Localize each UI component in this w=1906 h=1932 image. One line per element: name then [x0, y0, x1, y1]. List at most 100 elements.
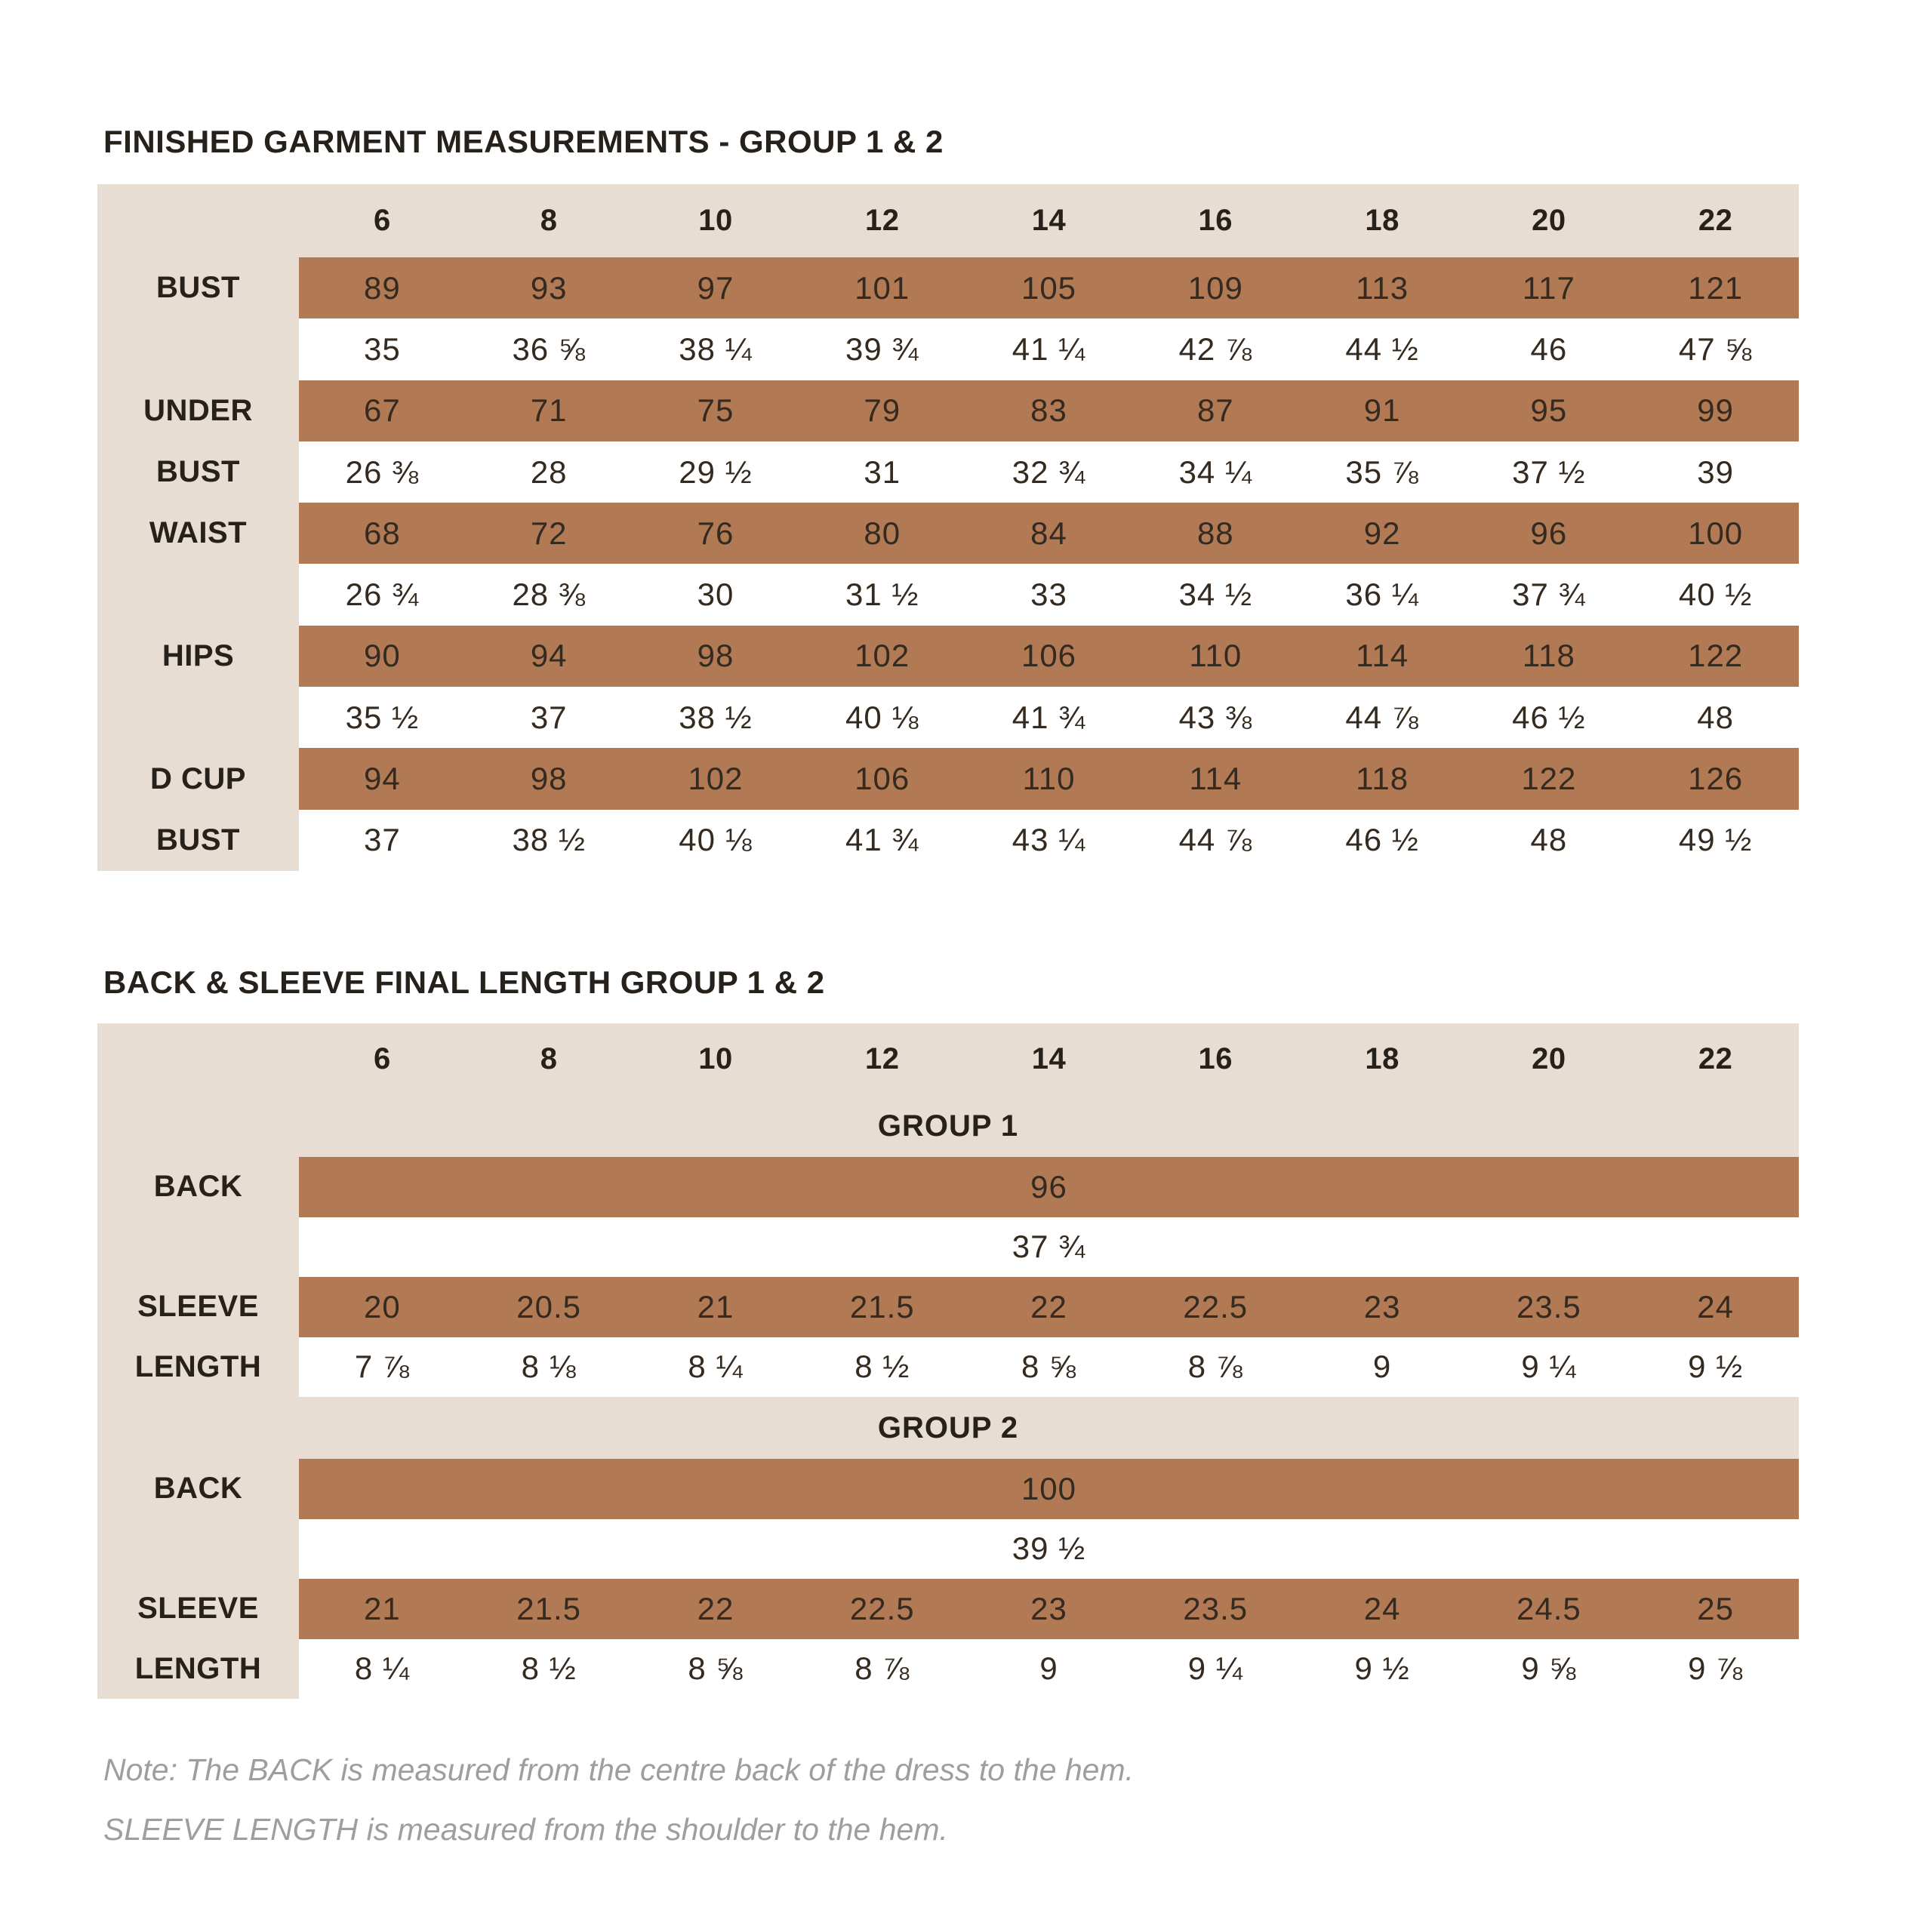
value-cell: 35 ½ — [299, 687, 466, 749]
measurement-row: BACK 100 — [97, 1459, 1799, 1519]
value-cell: 92 — [1298, 503, 1466, 565]
value-cell: 91 — [1298, 380, 1466, 441]
value-cell: 41 ¾ — [799, 809, 966, 871]
value-cell: 36 ⅝ — [465, 318, 633, 380]
value-cell: 106 — [965, 625, 1132, 688]
measurement-row: 35 36 ⅝ 38 ¼ 39 ¾ 41 ¼ 42 ⅞ 44 ½ 46 47 ⅝ — [97, 318, 1800, 380]
value-cell: 22.5 — [799, 1579, 966, 1639]
value-cell: 46 — [1465, 318, 1633, 380]
value-cell: 8 ¼ — [632, 1337, 799, 1397]
value-cell: 9 ⅝ — [1465, 1638, 1633, 1699]
size-header-spacer — [97, 1023, 299, 1095]
row-label: UNDER — [97, 380, 299, 441]
value-cell: 22 — [632, 1579, 799, 1639]
value-cell: 34 ½ — [1132, 564, 1299, 626]
value-cell: 101 — [799, 257, 966, 319]
back-sleeve-length-table: 6 8 10 12 14 16 18 20 22 GROUP 1 BACK 96 37 ¾ SLEEVE… — [97, 1023, 1800, 1699]
value-cell: 8 ¼ — [299, 1638, 466, 1699]
value-cell: 9 — [1298, 1337, 1466, 1397]
measurement-row: 39 ½ — [97, 1518, 1799, 1579]
value-cell: 93 — [465, 257, 633, 319]
value-cell: 31 ½ — [799, 564, 966, 626]
row-label: SLEEVE — [97, 1277, 299, 1337]
measurement-row: 35 ½ 37 38 ½ 40 ⅛ 41 ¾ 43 ⅜ 44 ⅞ 46 ½ 48 — [97, 687, 1800, 749]
value-cell: 80 — [799, 503, 966, 565]
value-cell: 84 — [965, 503, 1132, 565]
value-cell: 38 ½ — [632, 687, 799, 749]
value-cell: 9 — [965, 1638, 1132, 1699]
value-cell: 8 ⅝ — [632, 1638, 799, 1699]
spanning-value-cell: 37 ¾ — [299, 1217, 1799, 1277]
row-label — [97, 687, 299, 749]
value-cell: 113 — [1298, 257, 1466, 319]
value-cell: 79 — [799, 380, 966, 441]
value-cell: 29 ½ — [632, 441, 799, 503]
row-label: LENGTH — [97, 1638, 299, 1699]
size-header-cell: 18 — [1365, 1042, 1399, 1075]
size-header-cell: 8 — [540, 204, 558, 237]
value-cell: 40 ⅛ — [799, 687, 966, 749]
value-cell: 122 — [1465, 748, 1633, 810]
size-header-cell: 10 — [698, 204, 733, 237]
value-cell: 43 ⅜ — [1132, 687, 1299, 749]
value-cell: 46 ½ — [1465, 687, 1633, 749]
value-cell: 21.5 — [799, 1277, 966, 1337]
value-cell: 121 — [1632, 257, 1800, 319]
measurement-row: BUST 89 93 97 101 105 109 113 117 121 — [97, 257, 1800, 319]
value-cell: 99 — [1632, 380, 1800, 441]
value-cell: 26 ⅜ — [299, 441, 466, 503]
value-cell: 37 ¾ — [1465, 564, 1633, 626]
size-header-cell: 12 — [864, 204, 900, 237]
size-header-cell: 14 — [1031, 1042, 1067, 1075]
finished-garment-measurements-table: 6 8 10 12 14 16 18 20 22 BUST 89 93 97 101 105 109 113 1… — [97, 184, 1800, 871]
value-cell: 39 ¾ — [799, 318, 966, 380]
value-cell: 36 ¼ — [1298, 564, 1466, 626]
measurement-row: UNDER 67 71 75 79 83 87 91 95 99 — [97, 380, 1800, 441]
measurement-row: BUST 26 ⅜ 28 29 ½ 31 32 ¾ 34 ¼ 35 ⅞ 37 ½ 39 — [97, 441, 1800, 503]
spanning-value-cell: 39 ½ — [299, 1518, 1799, 1579]
value-cell: 21.5 — [465, 1579, 633, 1639]
size-header-cell: 6 — [374, 204, 391, 237]
value-cell: 20 — [299, 1277, 466, 1337]
value-cell: 105 — [965, 257, 1132, 319]
value-cell: 24.5 — [1465, 1579, 1633, 1639]
value-cell: 34 ¼ — [1132, 441, 1299, 503]
value-cell: 49 ½ — [1632, 809, 1800, 871]
measurement-row: 26 ¾ 28 ⅜ 30 31 ½ 33 34 ½ 36 ¼ 37 ¾ 40 ½ — [97, 564, 1800, 626]
value-cell: 37 — [299, 809, 466, 871]
measurement-row: BACK 96 — [97, 1157, 1799, 1217]
value-cell: 41 ¾ — [965, 687, 1132, 749]
value-cell: 97 — [632, 257, 799, 319]
value-cell: 7 ⅞ — [299, 1337, 466, 1397]
row-label: BUST — [97, 257, 299, 319]
value-cell: 102 — [799, 625, 966, 688]
value-cell: 30 — [632, 564, 799, 626]
value-cell: 98 — [632, 625, 799, 688]
value-cell: 8 ⅛ — [465, 1337, 633, 1397]
row-label — [97, 1518, 299, 1579]
size-header-cell: 10 — [698, 1042, 733, 1075]
value-cell: 24 — [1298, 1579, 1466, 1639]
value-cell: 39 — [1632, 441, 1800, 503]
value-cell: 102 — [632, 748, 799, 810]
value-cell: 48 — [1465, 809, 1633, 871]
value-cell: 28 — [465, 441, 633, 503]
value-cell: 43 ¼ — [965, 809, 1132, 871]
row-label: BACK — [97, 1459, 299, 1519]
value-cell: 72 — [465, 503, 633, 565]
value-cell: 25 — [1632, 1579, 1800, 1639]
value-cell: 126 — [1632, 748, 1800, 810]
value-cell: 8 ⅞ — [1132, 1337, 1299, 1397]
value-cell: 40 ½ — [1632, 564, 1800, 626]
size-header-row: 6 8 10 12 14 16 18 20 22 — [97, 1023, 1799, 1095]
table2-title: BACK & SLEEVE FINAL LENGTH GROUP 1 & 2 — [103, 964, 825, 1000]
value-cell: 9 ¼ — [1465, 1337, 1633, 1397]
value-cell: 37 — [465, 687, 633, 749]
value-cell: 24 — [1632, 1277, 1800, 1337]
value-cell: 71 — [465, 380, 633, 441]
value-cell: 20.5 — [465, 1277, 633, 1337]
value-cell: 114 — [1298, 625, 1466, 688]
